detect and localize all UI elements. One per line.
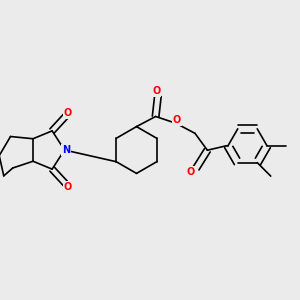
Text: O: O <box>187 167 195 177</box>
Text: O: O <box>64 182 72 192</box>
Text: N: N <box>62 145 70 155</box>
Text: O: O <box>64 108 72 118</box>
Text: O: O <box>173 115 181 124</box>
Text: O: O <box>152 86 160 96</box>
